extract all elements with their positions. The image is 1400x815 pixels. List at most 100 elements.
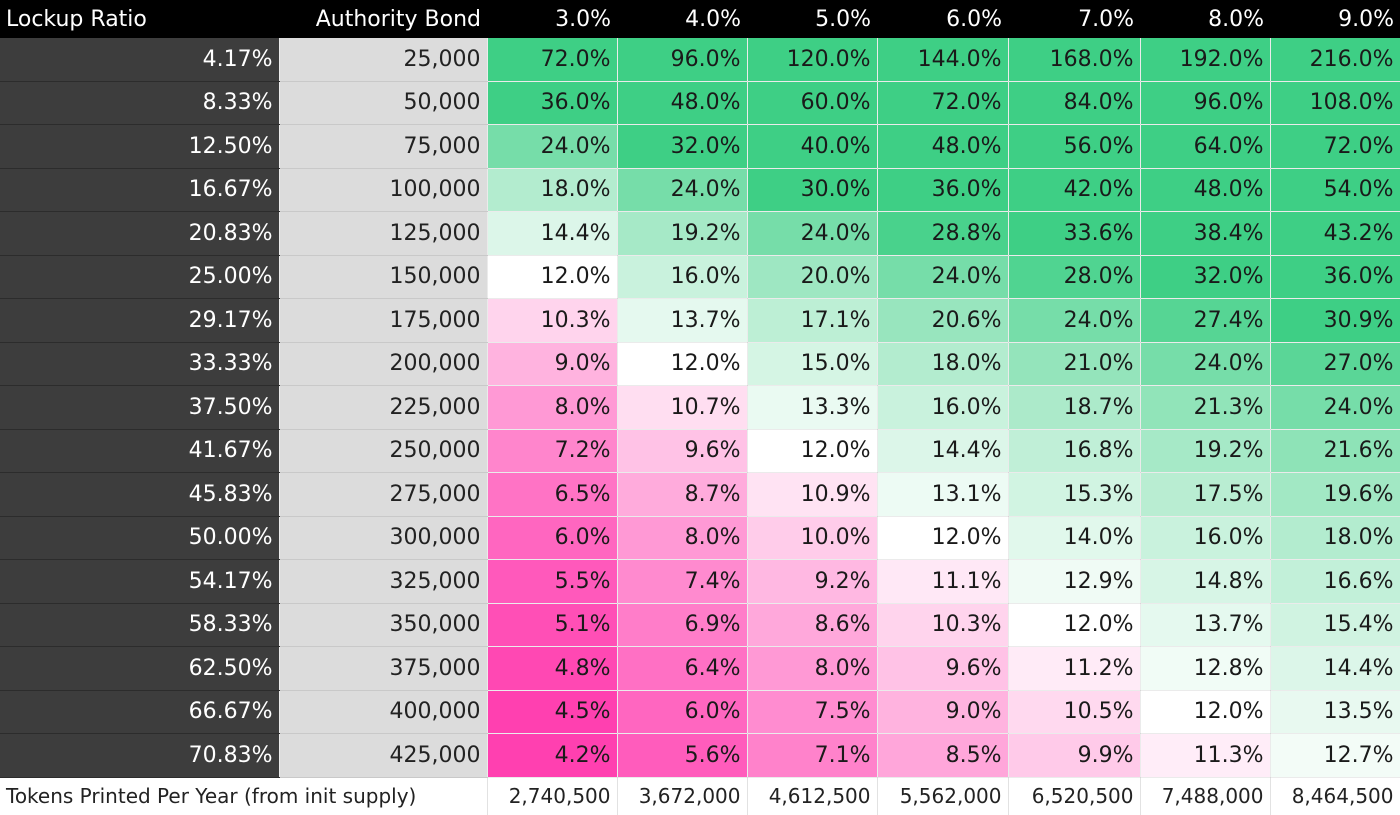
yield-cell: 21.0% xyxy=(1008,342,1141,386)
yield-cell: 21.6% xyxy=(1270,429,1400,473)
authority-bond-cell: 400,000 xyxy=(279,690,488,734)
yield-cell: 6.5% xyxy=(487,472,618,517)
yield-cell: 9.0% xyxy=(877,690,1009,734)
yield-cell: 24.0% xyxy=(877,255,1009,299)
yield-cell: 14.4% xyxy=(487,211,618,256)
yield-cell: 24.0% xyxy=(1140,342,1271,386)
yield-cell: 8.0% xyxy=(747,646,878,691)
authority-bond-cell: 425,000 xyxy=(279,733,488,778)
yield-cell: 14.4% xyxy=(1270,646,1400,691)
yield-cell: 48.0% xyxy=(617,81,748,125)
yield-cell: 7.1% xyxy=(747,733,878,778)
yield-cell: 9.6% xyxy=(617,429,748,473)
authority-bond-header: Authority Bond xyxy=(279,0,487,38)
yield-cell: 19.2% xyxy=(1140,429,1271,473)
yield-cell: 12.0% xyxy=(877,516,1009,560)
yield-cell: 32.0% xyxy=(1140,255,1271,299)
yield-cell: 17.5% xyxy=(1140,472,1271,517)
yield-cell: 108.0% xyxy=(1270,81,1400,125)
yield-cell: 13.7% xyxy=(1140,603,1271,647)
table-body: 4.17% 25,000 72.0% 96.0% 120.0% 144.0% 168.0% 1… xyxy=(0,38,1400,778)
authority-bond-cell: 275,000 xyxy=(279,472,488,517)
yield-cell: 72.0% xyxy=(1270,124,1400,169)
lockup-ratio-cell: 54.17% xyxy=(0,559,280,604)
yield-cell: 6.4% xyxy=(617,646,748,691)
yield-cell: 28.0% xyxy=(1008,255,1141,299)
yield-cell: 18.0% xyxy=(1270,516,1400,560)
authority-bond-cell: 325,000 xyxy=(279,559,488,604)
rate-header: 8.0% xyxy=(1140,0,1270,38)
footer-row: Tokens Printed Per Year (from init suppl… xyxy=(0,777,1400,815)
yield-cell: 36.0% xyxy=(877,168,1009,212)
yield-cell: 5.6% xyxy=(617,733,748,778)
yield-cell: 8.5% xyxy=(877,733,1009,778)
yield-cell: 5.5% xyxy=(487,559,618,604)
yield-cell: 4.2% xyxy=(487,733,618,778)
yield-cell: 7.4% xyxy=(617,559,748,604)
yield-cell: 38.4% xyxy=(1140,211,1271,256)
yield-cell: 12.9% xyxy=(1008,559,1141,604)
yield-cell: 18.7% xyxy=(1008,385,1141,430)
yield-cell: 144.0% xyxy=(877,38,1009,82)
yield-cell: 43.2% xyxy=(1270,211,1400,256)
lockup-ratio-cell: 4.17% xyxy=(0,38,280,82)
tokens-printed-cell: 2,740,500 xyxy=(487,777,618,815)
yield-cell: 168.0% xyxy=(1008,38,1141,82)
yield-cell: 11.1% xyxy=(877,559,1009,604)
yield-cell: 72.0% xyxy=(877,81,1009,125)
lockup-ratio-cell: 29.17% xyxy=(0,298,280,343)
lockup-ratio-cell: 70.83% xyxy=(0,733,280,778)
lockup-ratio-cell: 66.67% xyxy=(0,690,280,734)
rate-header: 5.0% xyxy=(747,0,877,38)
yield-cell: 96.0% xyxy=(617,38,748,82)
rate-header: 9.0% xyxy=(1270,0,1400,38)
yield-cell: 7.2% xyxy=(487,429,618,473)
yield-cell: 192.0% xyxy=(1140,38,1271,82)
table-row: 41.67% 250,000 7.2% 9.6% 12.0% 14.4% 16.8% 19.2… xyxy=(0,429,1400,473)
lockup-ratio-cell: 50.00% xyxy=(0,516,280,560)
yield-cell: 13.3% xyxy=(747,385,878,430)
authority-bond-cell: 225,000 xyxy=(279,385,488,430)
yield-cell: 12.0% xyxy=(747,429,878,473)
yield-cell: 20.6% xyxy=(877,298,1009,343)
yield-cell: 9.6% xyxy=(877,646,1009,691)
tokens-printed-cell: 8,464,500 xyxy=(1270,777,1400,815)
yield-cell: 72.0% xyxy=(487,38,618,82)
yield-cell: 16.0% xyxy=(617,255,748,299)
table-row: 33.33% 200,000 9.0% 12.0% 15.0% 18.0% 21.0% 24.… xyxy=(0,342,1400,386)
yield-cell: 64.0% xyxy=(1140,124,1271,169)
header-row: Lockup Ratio Authority Bond 3.0% 4.0% 5.0% 6.… xyxy=(0,0,1400,38)
yield-cell: 42.0% xyxy=(1008,168,1141,212)
tokens-printed-cell: 3,672,000 xyxy=(617,777,748,815)
yield-cell: 96.0% xyxy=(1140,81,1271,125)
yield-cell: 17.1% xyxy=(747,298,878,343)
yield-cell: 30.0% xyxy=(747,168,878,212)
rate-header: 6.0% xyxy=(877,0,1008,38)
lockup-ratio-cell: 41.67% xyxy=(0,429,280,473)
yield-cell: 4.5% xyxy=(487,690,618,734)
authority-bond-cell: 75,000 xyxy=(279,124,488,169)
yield-cell: 56.0% xyxy=(1008,124,1141,169)
yield-cell: 24.0% xyxy=(617,168,748,212)
table-row: 58.33% 350,000 5.1% 6.9% 8.6% 10.3% 12.0% 13.7%… xyxy=(0,603,1400,647)
yield-cell: 10.3% xyxy=(877,603,1009,647)
yield-cell: 54.0% xyxy=(1270,168,1400,212)
yield-cell: 19.2% xyxy=(617,211,748,256)
authority-bond-cell: 350,000 xyxy=(279,603,488,647)
lockup-ratio-cell: 33.33% xyxy=(0,342,280,386)
rate-header: 3.0% xyxy=(487,0,617,38)
table-row: 45.83% 275,000 6.5% 8.7% 10.9% 13.1% 15.3% 17.5… xyxy=(0,472,1400,517)
table-row: 70.83% 425,000 4.2% 5.6% 7.1% 8.5% 9.9% 11.3% 12… xyxy=(0,733,1400,778)
yield-cell: 48.0% xyxy=(877,124,1009,169)
lockup-ratio-cell: 25.00% xyxy=(0,255,280,299)
authority-bond-cell: 100,000 xyxy=(279,168,488,212)
yield-cell: 10.3% xyxy=(487,298,618,343)
yield-cell: 8.0% xyxy=(617,516,748,560)
yield-cell: 8.6% xyxy=(747,603,878,647)
yield-cell: 33.6% xyxy=(1008,211,1141,256)
yield-cell: 13.5% xyxy=(1270,690,1400,734)
yield-cell: 16.6% xyxy=(1270,559,1400,604)
yield-cell: 28.8% xyxy=(877,211,1009,256)
yield-cell: 18.0% xyxy=(487,168,618,212)
